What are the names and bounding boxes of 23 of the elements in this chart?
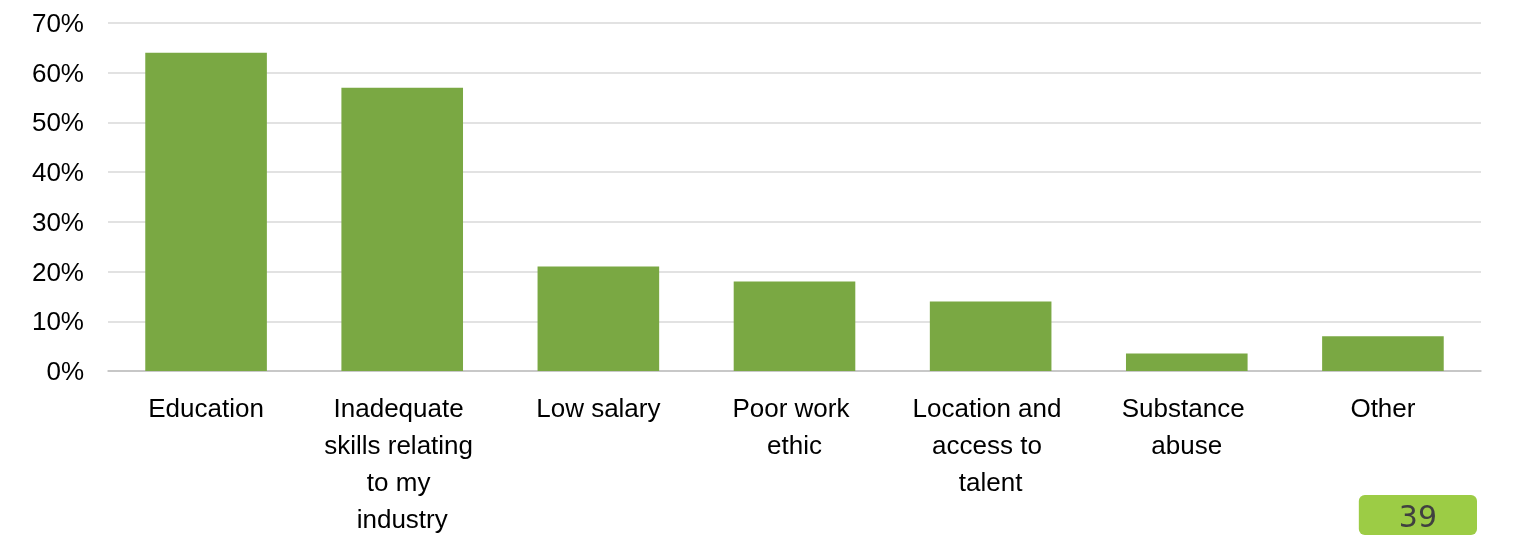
x-tick-label: Education	[148, 392, 264, 423]
y-tick-label: 20%	[31, 256, 84, 287]
bar	[341, 87, 464, 371]
text: 39	[1398, 498, 1438, 534]
bar	[145, 52, 267, 371]
y-tick-label: 60%	[31, 57, 84, 88]
x-tick-label: Location and access to talent	[912, 392, 1069, 497]
y-tick-label: 10%	[31, 306, 84, 337]
bar	[929, 301, 1052, 371]
y-tick-label: 30%	[31, 206, 84, 237]
x-tick-label: Poor work ethic	[732, 392, 857, 460]
x-tick-label: Inadequate skills relating to my industry	[324, 392, 481, 534]
bar	[733, 281, 856, 371]
x-tick-label: Low salary	[536, 392, 661, 423]
y-tick-label: 50%	[31, 107, 84, 138]
y-tick-label: 70%	[31, 8, 84, 38]
bar	[1125, 353, 1248, 371]
x-tick-label: Other	[1350, 392, 1416, 423]
bar	[1322, 336, 1444, 371]
y-tick-label: 40%	[31, 157, 84, 188]
bar	[537, 266, 660, 371]
y-tick-label: 0%	[46, 356, 84, 386]
x-tick-label: Substance abuse	[1121, 392, 1252, 460]
